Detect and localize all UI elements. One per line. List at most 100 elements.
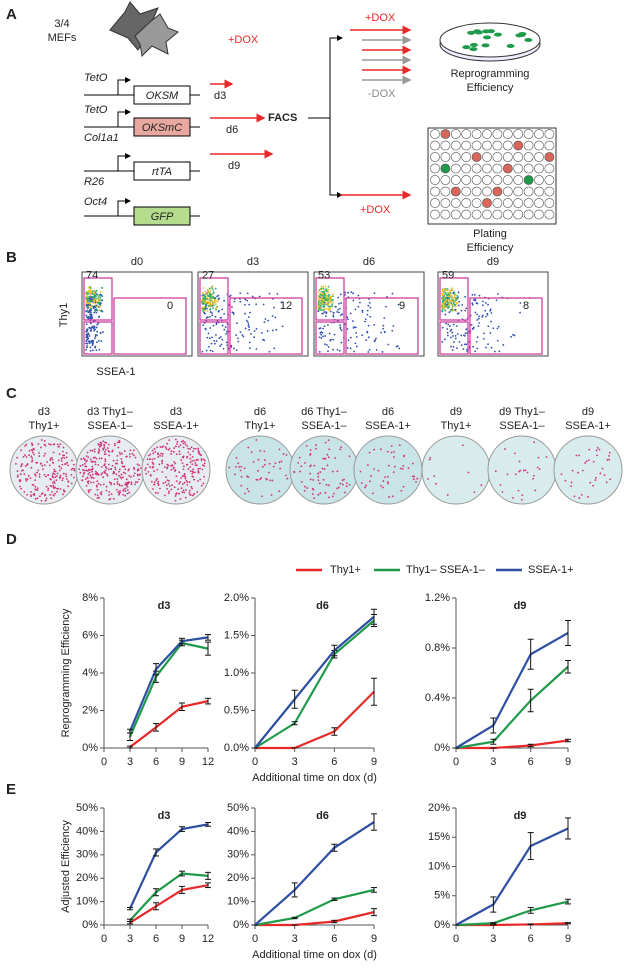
- colony: [259, 478, 262, 481]
- colony: [60, 467, 63, 470]
- colony: [131, 452, 134, 455]
- event: [396, 345, 399, 347]
- colony: [366, 464, 369, 467]
- colony: [183, 491, 186, 494]
- colony: [261, 495, 263, 498]
- colony: [94, 456, 96, 459]
- colony: [148, 458, 151, 461]
- well: [492, 209, 503, 220]
- x-tick-label: 9: [179, 756, 185, 768]
- event: [204, 290, 207, 293]
- dish-label: Thy1+: [29, 420, 60, 432]
- event: [214, 342, 216, 345]
- event: [225, 341, 228, 344]
- well: [544, 186, 555, 197]
- y-tick-label: 20%: [76, 872, 98, 884]
- colony: [146, 458, 149, 461]
- colony: [181, 483, 184, 486]
- event: [476, 336, 479, 339]
- event: [471, 293, 474, 296]
- colony: [24, 465, 27, 467]
- event: [367, 351, 370, 353]
- event: [449, 291, 452, 294]
- colony: [173, 447, 175, 450]
- event: [248, 326, 250, 328]
- event: [249, 347, 251, 350]
- colony: [82, 472, 85, 475]
- event: [208, 337, 211, 340]
- colony: [184, 443, 187, 446]
- colony: [120, 460, 123, 463]
- colony: [403, 455, 406, 458]
- colony: [189, 466, 192, 468]
- event: [364, 318, 367, 321]
- event: [233, 300, 236, 303]
- colony: [187, 451, 190, 454]
- event: [320, 333, 323, 336]
- event: [498, 350, 501, 353]
- error-bar: [331, 919, 338, 924]
- event: [214, 315, 217, 318]
- colony: [512, 496, 514, 499]
- well: [440, 175, 451, 185]
- well: [450, 140, 461, 151]
- colony: [103, 453, 106, 456]
- event: [347, 318, 349, 321]
- event: [456, 294, 459, 297]
- error-bar: [490, 717, 497, 734]
- event: [85, 336, 88, 339]
- event: [446, 289, 448, 292]
- event: [327, 324, 329, 326]
- colony: [147, 454, 150, 457]
- colony: [49, 443, 52, 446]
- well: [513, 152, 524, 162]
- x-tick-label: 6: [153, 933, 159, 945]
- colony: [325, 483, 328, 486]
- colony: [94, 470, 97, 473]
- event: [202, 324, 204, 327]
- colony: [401, 467, 404, 470]
- event: [323, 301, 326, 304]
- colony: [178, 482, 181, 485]
- colony: [187, 447, 190, 450]
- event: [248, 328, 250, 331]
- event: [476, 347, 479, 350]
- event: [96, 293, 98, 296]
- event: [448, 311, 451, 314]
- y-tick-label: 0.4%: [425, 692, 450, 704]
- event: [330, 295, 333, 298]
- colony: [118, 451, 121, 454]
- event: [477, 325, 480, 328]
- colony: [92, 477, 95, 480]
- colony: [128, 468, 130, 471]
- well: [450, 198, 461, 208]
- colony: [165, 476, 167, 478]
- colony: [61, 479, 64, 482]
- colony: [269, 479, 271, 482]
- colony: [120, 473, 123, 476]
- well: [450, 163, 461, 174]
- event: [340, 302, 343, 304]
- colony: [178, 471, 181, 474]
- colony: [345, 485, 348, 488]
- x-tick-label: 9: [565, 756, 571, 768]
- event: [442, 288, 444, 291]
- colony: [190, 446, 193, 449]
- event: [497, 325, 500, 328]
- event: [202, 287, 205, 289]
- event: [452, 335, 454, 337]
- colony: [184, 441, 186, 444]
- colony: [89, 469, 92, 471]
- event: [88, 316, 91, 319]
- well: [430, 129, 440, 139]
- colony: [587, 495, 589, 498]
- event: [208, 295, 211, 298]
- colony: [402, 485, 405, 488]
- colony: [185, 480, 188, 482]
- colony: [111, 464, 114, 467]
- dish-label: d9: [450, 406, 462, 418]
- well: [430, 163, 440, 174]
- event: [209, 309, 211, 311]
- colony: [399, 467, 402, 470]
- event: [209, 327, 212, 329]
